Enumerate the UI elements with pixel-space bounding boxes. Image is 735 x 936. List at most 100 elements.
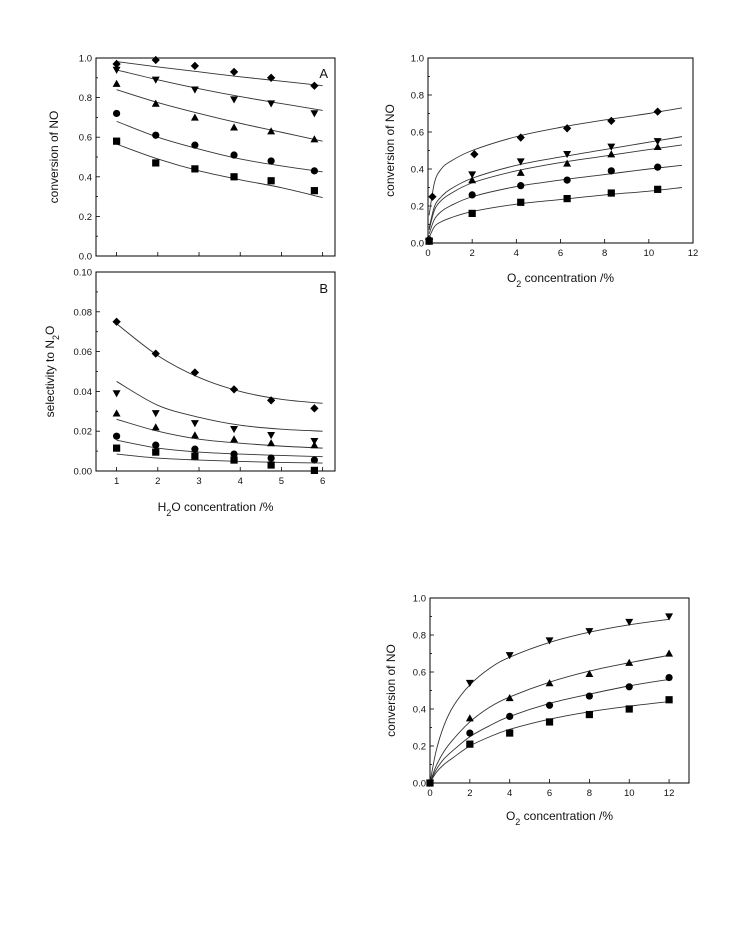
panel-a-diamond-point (310, 81, 319, 90)
panel-b-fit-curve (116, 381, 323, 432)
panel-c-y-tick-label: 1.0 (411, 54, 424, 65)
panel-c-square-point (607, 189, 615, 197)
panel-a-fit-curve (116, 61, 323, 87)
panel-b-y-tick-label: 0.06 (74, 347, 93, 358)
panel-c-triangle-up-point (563, 159, 572, 167)
panel-c-x-tick-label: 10 (644, 248, 655, 259)
panel-c-fit-curve (428, 136, 683, 229)
panel-d-square-point (426, 779, 434, 787)
panel-a-circle-point (267, 157, 275, 165)
panel-a-fit-curve (116, 89, 323, 142)
panel-c-circle-point (607, 167, 615, 175)
panel-b-series-triangle-up (112, 409, 323, 449)
panel-b-fit-curve (116, 453, 323, 464)
panel-b-triangle-up-point (267, 439, 276, 447)
panel-c-series-square (425, 185, 683, 245)
panel-a-series-diamond (112, 55, 323, 90)
panel-a-series-triangle-up (112, 79, 323, 143)
panel-b-x-tick-label: 1 (114, 476, 119, 487)
chart-panel-b: 0.00 0.02 0.04 0.06 0.08 0.10 1 2 3 4 5 6 selectivit… (43, 268, 336, 518)
panel-c-x-tick-label: 6 (558, 248, 563, 259)
panel-d-y-tick-label: 0.4 (413, 705, 426, 716)
panel-c-circle-point (468, 191, 476, 199)
panel-d-triangle-up-point (505, 693, 514, 702)
panel-c-fit-curve (428, 187, 683, 238)
panel-d-series-square (426, 696, 673, 787)
panel-a-triangle-down-point (112, 66, 121, 74)
panel-b-square-point (267, 461, 275, 469)
panel-d-square-point (625, 705, 633, 713)
panel-a-diamond-point (229, 67, 239, 76)
panel-a-square-point (310, 187, 318, 195)
panel-b-diamond-point (266, 396, 276, 405)
panel-a-diamond-point (151, 55, 160, 65)
panel-c-square-point (563, 195, 571, 203)
panel-c-x-tick-label: 12 (688, 248, 699, 259)
panel-c-triangle-down-point (563, 151, 572, 159)
panel-b-circle-point (113, 432, 121, 440)
panel-d-series-triangle-up (429, 649, 674, 784)
panel-a-y-tick-label: 0.4 (79, 172, 92, 183)
panel-c-square-point (654, 185, 662, 193)
panel-b-fit-curve (116, 323, 323, 404)
panel-a-y-axis-title: conversion of NO (47, 111, 61, 204)
panel-a-circle-point (310, 167, 318, 175)
panel-d-plot-frame (429, 597, 690, 784)
panel-c-diamond-point (428, 192, 437, 201)
panel-b-triangle-down-point (112, 390, 121, 398)
panel-d-circle-point (585, 692, 593, 700)
panel-a-letter: A (319, 66, 328, 81)
panel-d-x-axis-title: O2 concentration /% (506, 809, 613, 827)
panel-b-y-tick-label: 0.04 (74, 387, 93, 398)
panel-a-diamond-point (266, 73, 276, 82)
panel-d-triangle-down-point (585, 628, 594, 636)
panel-b-triangle-down-point (230, 426, 239, 434)
chart-panel-o2-lower: 0.0 0.2 0.4 0.6 0.8 1.0 0 2 4 6 8 10 12 conversion of… (384, 594, 690, 827)
panel-c-fit-curve (428, 107, 683, 216)
panel-d-y-tick-label: 0.8 (413, 631, 426, 642)
panel-a-square-point (152, 159, 160, 167)
panel-c-y-axis-title: conversion of NO (383, 104, 397, 197)
panel-d-x-tick-label: 6 (547, 788, 552, 799)
panel-c-triangle-down-point (516, 158, 525, 166)
panel-b-circle-point (310, 456, 318, 464)
panel-c-square-point (425, 237, 433, 245)
panel-b-fit-curve (116, 418, 323, 449)
panel-b-series-diamond (112, 317, 323, 413)
panel-b-y-tick-label: 0.08 (74, 307, 93, 318)
panel-c-y-tick-label: 0.4 (411, 165, 424, 176)
panel-d-x-tick-label: 4 (507, 788, 512, 799)
panel-c-y-tick-label: 0.2 (411, 202, 424, 213)
panel-b-triangle-up-point (310, 441, 319, 449)
panel-d-y-tick-label: 0.6 (413, 668, 426, 679)
panel-b-triangle-up-point (112, 409, 121, 417)
panel-a-triangle-down-point (190, 86, 199, 94)
panel-c-diamond-point (562, 124, 572, 133)
panel-d-series-circle (429, 673, 673, 784)
panel-d-x-tick-label: 2 (467, 788, 472, 799)
panel-d-triangle-down-point (665, 613, 674, 621)
panel-d-triangle-up-point (585, 669, 594, 678)
panel-a-y-tick-label: 0.8 (79, 93, 92, 104)
panel-b-series-triangle-down (112, 381, 323, 446)
panel-b-y-tick-label: 0.10 (74, 268, 93, 279)
panel-d-circle-point (625, 683, 633, 691)
panel-b-y-tick-label: 0.02 (74, 427, 93, 438)
panel-a-plot-frame (95, 57, 336, 257)
panel-c-series-triangle-down (425, 136, 683, 246)
panel-a-triangle-up-point (230, 123, 239, 131)
panel-c-diamond-point (516, 133, 525, 142)
panel-d-circle-point (466, 729, 474, 737)
panel-c-y-tick-label: 0.8 (411, 91, 424, 102)
panel-d-square-point (506, 729, 514, 737)
panel-d-triangle-down-point (465, 679, 474, 688)
panel-b-diamond-point (190, 368, 200, 377)
panel-c-circle-point (517, 182, 525, 190)
panel-a-triangle-up-point (190, 113, 199, 121)
panel-b-circle-point (152, 441, 160, 449)
panel-a-triangle-down-point (310, 110, 319, 118)
panel-d-triangle-down-point (505, 652, 514, 660)
panel-d-y-tick-label: 0.0 (413, 779, 426, 790)
panel-c-y-tick-label: 0.6 (411, 128, 424, 139)
panel-d-y-tick-label: 0.2 (413, 742, 426, 753)
